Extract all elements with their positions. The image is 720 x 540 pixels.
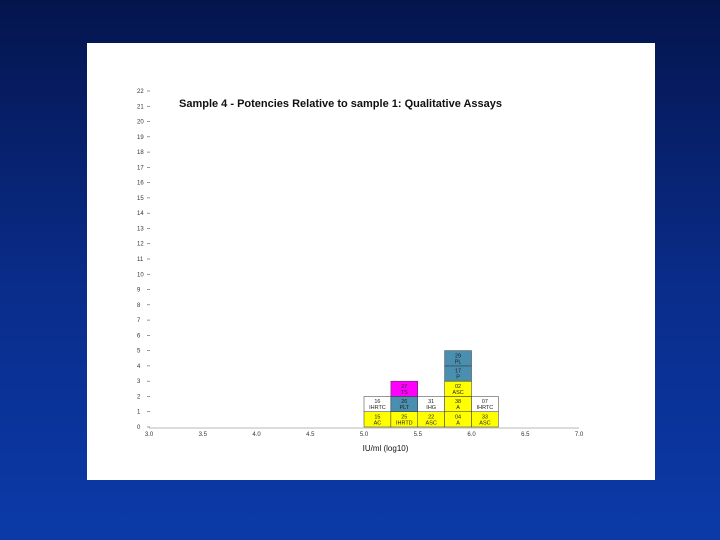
x-tick-label: 7.0: [575, 432, 584, 438]
histogram-chart: Sample 4 - Potencies Relative to sample …: [137, 89, 584, 453]
y-tick-label: 18: [137, 150, 144, 156]
cell-label: 17: [455, 369, 461, 375]
x-tick-label: 6.5: [521, 432, 530, 438]
y-tick-label: 15: [137, 196, 144, 202]
cell-label-code: PL: [455, 359, 462, 365]
x-axis-label: IU/ml (log10): [363, 444, 409, 453]
cell-label-code: ASC: [452, 390, 463, 396]
y-tick-label: 14: [137, 211, 144, 217]
y-tick-label: 17: [137, 165, 144, 171]
y-tick-label: 5: [137, 349, 141, 355]
y-tick-label: 12: [137, 242, 144, 248]
y-tick-label: 8: [137, 303, 141, 309]
x-tick-label: 3.0: [145, 432, 154, 438]
cell-label: 15: [374, 414, 380, 420]
x-tick-label: 4.0: [252, 432, 261, 438]
cell-label: 38: [455, 399, 461, 405]
slide-panel: Sample 4 - Potencies Relative to sample …: [87, 43, 655, 480]
cell-label: 25: [401, 414, 407, 420]
histogram-cell: [390, 380, 418, 397]
histogram-cell: [444, 350, 472, 367]
cell-label-code: IHG: [426, 405, 436, 411]
cell-label: 27: [401, 384, 407, 390]
cell-label: 16: [374, 399, 380, 405]
x-tick-label: 3.5: [199, 432, 208, 438]
y-tick-label: 6: [137, 333, 141, 339]
y-tick-label: 7: [137, 318, 141, 324]
cell-label: 07: [482, 399, 488, 405]
y-tick-label: 13: [137, 226, 144, 232]
y-tick-label: 4: [137, 364, 141, 370]
y-tick-label: 0: [137, 425, 141, 431]
chart-title: Sample 4 - Potencies Relative to sample …: [179, 98, 502, 110]
cell-label-code: ASC: [426, 420, 437, 426]
y-tick-label: 3: [137, 379, 141, 385]
y-tick-label: 11: [137, 257, 144, 263]
y-tick-label: 9: [137, 288, 141, 294]
cell-label-code: A: [456, 420, 460, 426]
cell-label-code: A: [456, 405, 460, 411]
cell-label: 22: [428, 414, 434, 420]
x-tick-label: 4.5: [306, 432, 315, 438]
x-tick-label: 5.0: [360, 432, 369, 438]
cell-label-code: IHRTC: [369, 405, 386, 411]
cell-label-code: IHRTD: [396, 420, 413, 426]
histogram-cell: [471, 396, 499, 412]
y-tick-label: 21: [137, 104, 144, 110]
y-tick-label: 20: [137, 120, 144, 126]
y-tick-label: 10: [137, 272, 144, 278]
cell-label: 26: [401, 399, 407, 405]
cell-label: 04: [455, 414, 461, 420]
x-tick-label: 6.0: [467, 432, 476, 438]
y-tick-label: 2: [137, 394, 141, 400]
cell-label: 33: [482, 414, 488, 420]
cell-label: 02: [455, 384, 461, 390]
cell-label-code: TS: [401, 390, 408, 396]
cell-label: 31: [428, 399, 434, 405]
y-tick-label: 1: [137, 410, 141, 416]
cell-label-code: ASC: [479, 420, 490, 426]
cell-label-code: IHRTC: [477, 405, 494, 411]
cell-label-code: PLT: [399, 405, 409, 411]
y-tick-label: 19: [137, 135, 144, 141]
cell-label: 29: [455, 353, 461, 359]
y-tick-label: 16: [137, 181, 144, 187]
y-tick-label: 22: [137, 89, 144, 95]
x-tick-label: 5.5: [414, 432, 423, 438]
cell-label-code: AC: [374, 420, 382, 426]
cell-label-code: P: [456, 375, 460, 381]
